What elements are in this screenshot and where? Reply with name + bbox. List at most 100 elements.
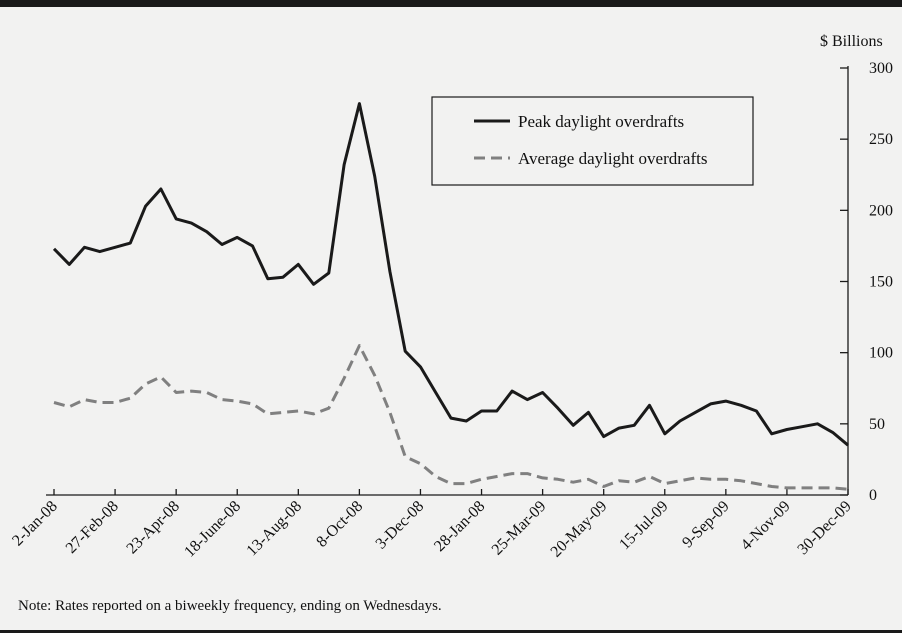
legend: Peak daylight overdrafts Average dayligh…	[431, 96, 754, 186]
data-point	[358, 344, 361, 347]
data-point	[373, 374, 376, 377]
data-point	[205, 230, 208, 233]
x-tick-label: 25-Mar-09	[489, 498, 550, 559]
y-tick-label: 50	[869, 416, 885, 433]
data-point	[480, 410, 483, 413]
data-point	[679, 479, 682, 482]
data-point	[801, 425, 804, 428]
data-point	[144, 383, 147, 386]
data-point	[755, 410, 758, 413]
data-point	[724, 478, 727, 481]
data-point	[740, 479, 743, 482]
data-point	[633, 481, 636, 484]
data-point	[160, 376, 163, 379]
footnote: Note: Rates reported on a biweekly frequ…	[18, 598, 442, 614]
data-point	[297, 410, 300, 413]
data-point	[236, 400, 239, 403]
data-point	[618, 427, 621, 430]
y-tick-label: 150	[869, 274, 893, 291]
data-point	[495, 475, 498, 478]
data-point	[786, 487, 789, 490]
data-point	[129, 242, 132, 245]
data-point	[511, 472, 514, 475]
data-point	[602, 485, 605, 488]
series-layer	[52, 102, 850, 491]
y-tick-label: 100	[869, 345, 893, 362]
data-point	[724, 400, 727, 403]
data-point	[114, 246, 117, 249]
data-point	[175, 391, 178, 394]
data-point	[694, 477, 697, 480]
data-point	[373, 175, 376, 178]
data-point	[541, 477, 544, 480]
data-point	[572, 424, 575, 427]
data-point	[312, 413, 315, 416]
data-point	[847, 488, 850, 491]
top-rule	[0, 0, 902, 7]
data-point	[53, 247, 56, 250]
data-point	[587, 411, 590, 414]
x-tick-label: 8-Oct-08	[313, 498, 366, 551]
data-point	[282, 276, 285, 279]
data-point	[68, 263, 71, 266]
legend-box	[431, 96, 754, 186]
data-point	[404, 455, 407, 458]
legend-label-average: Average daylight overdrafts	[518, 149, 707, 168]
data-point	[404, 350, 407, 353]
x-tick-label: 18-June-08	[181, 498, 244, 561]
y-tick-label: 250	[869, 131, 893, 148]
data-point	[770, 485, 773, 488]
data-point	[98, 250, 101, 253]
data-point	[297, 263, 300, 266]
data-point	[831, 487, 834, 490]
data-point	[755, 482, 758, 485]
data-point	[557, 478, 560, 481]
data-point	[770, 432, 773, 435]
data-point	[190, 222, 193, 225]
data-point	[511, 390, 514, 393]
x-tick-label: 2-Jan-08	[9, 498, 61, 550]
data-point	[633, 424, 636, 427]
data-point	[236, 236, 239, 239]
data-point	[221, 398, 224, 401]
x-tick-label: 15-Jul-09	[616, 498, 671, 553]
data-point	[144, 205, 147, 208]
y-tick-label: 0	[869, 487, 877, 504]
data-point	[465, 482, 468, 485]
data-point	[816, 422, 819, 425]
data-point	[480, 478, 483, 481]
data-point	[618, 479, 621, 482]
data-point	[312, 283, 315, 286]
y-tick-label: 200	[869, 202, 893, 219]
y-tick-label: 300	[869, 60, 893, 77]
data-point	[541, 391, 544, 394]
data-point	[495, 410, 498, 413]
data-point	[557, 407, 560, 410]
data-point	[663, 482, 666, 485]
x-tick-label: 3-Dec-08	[373, 498, 428, 553]
data-point	[53, 401, 56, 404]
data-point	[68, 405, 71, 408]
data-point	[709, 478, 712, 481]
x-tick-label: 4-Nov-09	[738, 498, 794, 554]
data-point	[389, 411, 392, 414]
data-point	[434, 475, 437, 478]
data-point	[801, 487, 804, 490]
data-point	[190, 390, 193, 393]
data-point	[465, 420, 468, 423]
data-point	[786, 428, 789, 431]
data-point	[327, 407, 330, 410]
data-point	[587, 478, 590, 481]
data-point	[648, 404, 651, 407]
data-point	[572, 481, 575, 484]
data-point	[129, 397, 132, 400]
data-point	[205, 391, 208, 394]
data-point	[740, 404, 743, 407]
x-tick-label: 20-May-09	[548, 498, 611, 561]
data-point	[434, 391, 437, 394]
data-point	[358, 102, 361, 105]
y-ticks: 0 50 100 150 200 250 300	[840, 60, 893, 504]
